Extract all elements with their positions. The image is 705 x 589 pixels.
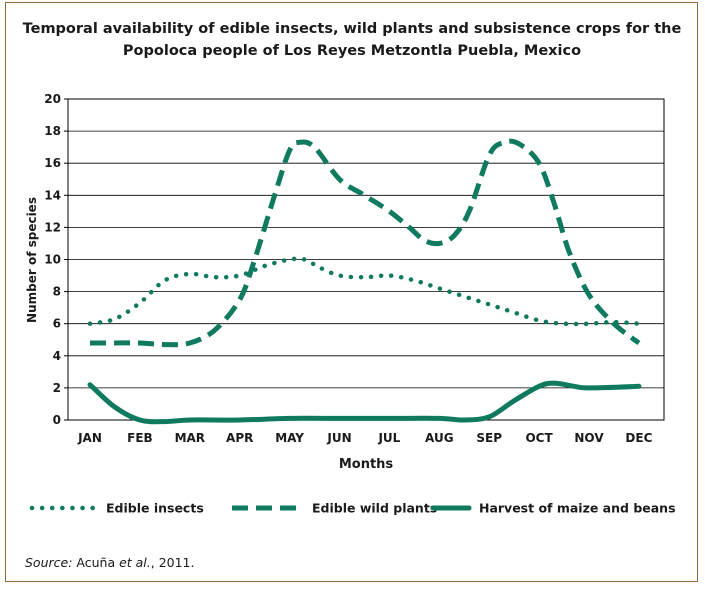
y-tick-label: 4 bbox=[53, 349, 61, 363]
y-tick-label: 20 bbox=[44, 92, 61, 106]
legend-label-3: Harvest of maize and beans bbox=[479, 501, 676, 516]
source-note: Source: Acuña et al., 2011. bbox=[25, 555, 194, 570]
x-tick-label: JAN bbox=[77, 431, 102, 445]
x-tick-label: OCT bbox=[525, 431, 553, 445]
legend: Edible insects Edible wild plants Harvest … bbox=[29, 501, 676, 516]
y-tick-label: 10 bbox=[44, 253, 61, 267]
x-tick-label: MAY bbox=[275, 431, 304, 445]
source-author: Acuña bbox=[72, 555, 119, 570]
x-tick-label: NOV bbox=[574, 431, 604, 445]
x-axis-ticks: JAN FEB MAR APR MAY JUN JUL AUG SEP OCT NOV DEC bbox=[77, 431, 652, 445]
y-tick-label: 8 bbox=[53, 285, 61, 299]
y-tick-label: 12 bbox=[44, 220, 61, 234]
x-tick-label: FEB bbox=[127, 431, 153, 445]
y-tick-label: 6 bbox=[53, 317, 61, 331]
series-lines bbox=[87, 138, 642, 425]
y-axis-label: Number of species bbox=[25, 197, 39, 323]
x-tick-label: JUL bbox=[377, 431, 400, 445]
source-year: , 2011. bbox=[151, 555, 195, 570]
source-etal: et al. bbox=[119, 555, 151, 570]
x-tick-label: DEC bbox=[625, 431, 652, 445]
y-tick-label: 16 bbox=[44, 156, 61, 170]
y-tick-label: 0 bbox=[53, 413, 61, 427]
x-tick-label: JUN bbox=[326, 431, 351, 445]
x-tick-label: APR bbox=[226, 431, 253, 445]
x-tick-label: AUG bbox=[425, 431, 454, 445]
series-line-1 bbox=[87, 256, 642, 327]
y-tick-label: 18 bbox=[44, 124, 61, 138]
x-tick-label: MAR bbox=[175, 431, 205, 445]
x-axis-label: Months bbox=[339, 457, 394, 472]
y-axis-ticks: 0 2 4 6 8 10 12 14 16 18 20 bbox=[44, 92, 68, 427]
chart-title-line1: Temporal availability of edible insects,… bbox=[23, 21, 682, 37]
series-line-3 bbox=[87, 380, 642, 425]
series-line-2 bbox=[90, 138, 641, 348]
gridlines bbox=[68, 130, 664, 389]
y-tick-label: 2 bbox=[53, 381, 61, 395]
y-tick-label: 14 bbox=[44, 188, 61, 202]
source-label: Source: bbox=[25, 555, 72, 570]
x-tick-label: SEP bbox=[476, 431, 502, 445]
chart-title-line2: Popoloca people of Los Reyes Metzontla P… bbox=[123, 43, 581, 59]
legend-label-2: Edible wild plants bbox=[312, 501, 437, 516]
legend-label-1: Edible insects bbox=[106, 501, 204, 516]
